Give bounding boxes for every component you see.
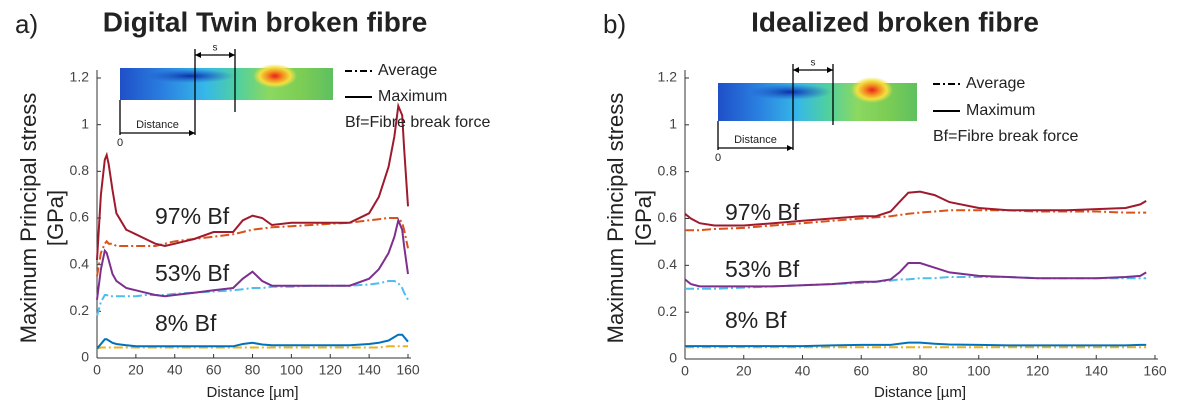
legend-label: Maximum [966,102,1035,119]
inset-label: Distance [734,134,777,146]
x-tick-label: 60 [206,362,222,378]
x-tick-label: 40 [795,363,811,379]
inset-label: s [213,43,218,54]
y-tick-label: 0 [669,350,677,366]
inset-label: 0 [117,137,123,149]
chart-title: Idealized broken fibre [751,6,1039,37]
series-line [96,102,409,261]
y-axis-label: [GPa] [43,190,68,246]
series-line [685,341,1147,348]
x-tick-label: 80 [912,363,928,379]
series-line [685,209,1147,232]
y-tick-label: 0.2 [70,302,90,318]
x-tick-label: 100 [967,363,991,379]
x-tick-label: 40 [167,362,183,378]
y-tick-label: 0.8 [658,162,678,178]
series-line [96,345,408,350]
series-label: 97% Bf [155,203,230,229]
y-axis-label: [GPa] [631,190,656,246]
x-tick-label: 20 [736,363,752,379]
x-tick-label: 60 [853,363,869,379]
x-tick-label: 80 [245,362,261,378]
x-tick-label: 0 [681,363,689,379]
x-tick-label: 100 [280,362,304,378]
legend-label: Average [378,62,437,79]
inset-label: s [811,58,816,69]
legend-note: Bf=Fibre break force [933,128,1079,145]
y-tick-label: 0.8 [70,162,90,178]
inset-image [120,64,333,100]
x-tick-label: 120 [1026,363,1050,379]
x-tick-label: 120 [319,362,343,378]
x-tick-label: 160 [1143,363,1167,379]
x-axis-label: Distance [µm] [207,384,299,401]
legend-label: Average [966,75,1025,92]
x-tick-label: 20 [128,362,144,378]
y-tick-label: 1 [669,116,677,132]
panel-label: a) [15,9,38,39]
series-line [684,262,1147,288]
y-axis-label: Maximum Principal stress [603,93,628,344]
legend-label: Maximum [378,88,447,105]
inset-label: Distance [136,119,179,131]
y-tick-label: 0 [81,349,89,365]
series-line [96,217,409,277]
y-axis-label: Maximum Principal stress [16,93,41,344]
series-label: 8% Bf [725,307,787,333]
series-line [96,333,409,350]
y-tick-label: 0.4 [70,255,90,271]
legend-note: Bf=Fibre break force [345,114,491,131]
series-line [684,190,1147,227]
y-tick-label: 1.2 [658,69,678,85]
series-label: 97% Bf [725,199,800,225]
panel-label: b) [603,9,626,39]
x-tick-label: 140 [357,362,381,378]
y-tick-label: 0.2 [658,303,678,319]
series-label: 8% Bf [155,310,217,336]
x-tick-label: 160 [396,362,420,378]
x-tick-label: 0 [93,362,101,378]
x-axis-label: Distance [µm] [874,384,966,401]
inset-label: 0 [715,152,721,164]
series-line [96,217,409,300]
chart-title: Digital Twin broken fibre [103,6,428,37]
series-label: 53% Bf [155,260,230,286]
y-tick-label: 1 [81,115,89,131]
series-label: 53% Bf [725,256,800,282]
y-tick-label: 0.6 [70,209,90,225]
series-line [96,280,409,317]
y-tick-label: 0.4 [658,256,678,272]
y-tick-label: 0.6 [658,209,678,225]
x-tick-label: 140 [1085,363,1109,379]
y-tick-label: 1.2 [70,69,90,85]
inset-image [718,77,917,121]
